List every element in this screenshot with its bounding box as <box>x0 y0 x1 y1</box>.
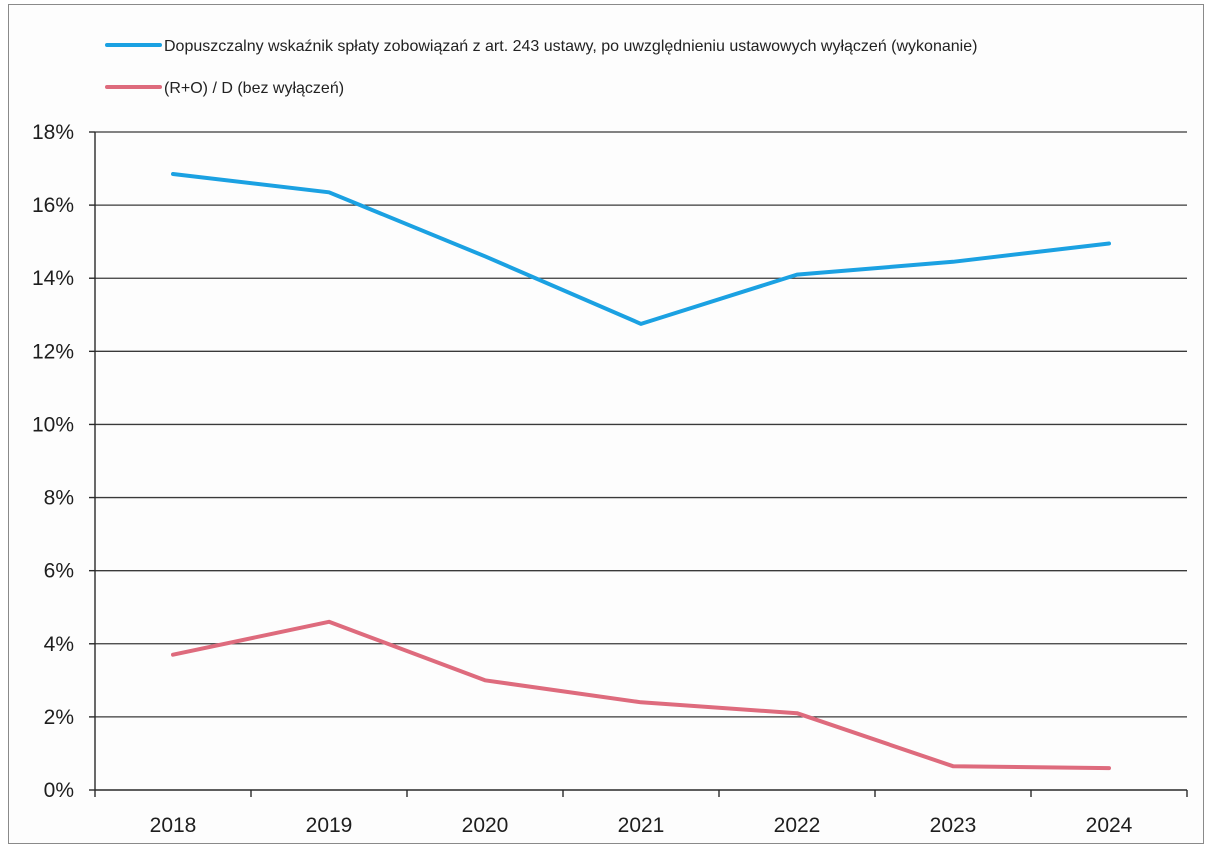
y-tick-label: 16% <box>32 194 74 217</box>
legend-label-1: Dopuszczalny wskaźnik spłaty zobowiązań … <box>164 38 977 55</box>
legend-label-2: (R+O) / D (bez wyłączeń) <box>164 80 344 97</box>
axes <box>89 131 1188 797</box>
x-tick-label: 2020 <box>462 814 509 837</box>
x-tick-label: 2019 <box>306 814 353 837</box>
y-tick-label: 0% <box>44 779 74 802</box>
x-tick-label: 2022 <box>774 814 821 837</box>
tick-labels: 0% 2% 4% 6% 8% 10% 12% 14% 16% 18% 2018 2019 2020 202… <box>32 121 1133 837</box>
legend: Dopuszczalny wskaźnik spłaty zobowiązań … <box>105 38 977 97</box>
y-tick-label: 8% <box>44 487 74 510</box>
y-tick-label: 10% <box>32 413 74 436</box>
x-tick-label: 2024 <box>1086 814 1133 837</box>
y-tick-label: 2% <box>44 706 74 729</box>
y-tick-label: 12% <box>32 340 74 363</box>
y-tick-label: 4% <box>44 633 74 656</box>
gridlines <box>95 131 1187 718</box>
x-tick-label: 2021 <box>618 814 665 837</box>
y-tick-label: 6% <box>44 560 74 583</box>
series-line-1 <box>171 172 1111 326</box>
series-lines <box>171 172 1111 771</box>
x-tick-label: 2018 <box>150 814 197 837</box>
y-tick-label: 18% <box>32 121 74 144</box>
x-tick-label: 2023 <box>930 814 977 837</box>
y-tick-label: 14% <box>32 267 74 290</box>
